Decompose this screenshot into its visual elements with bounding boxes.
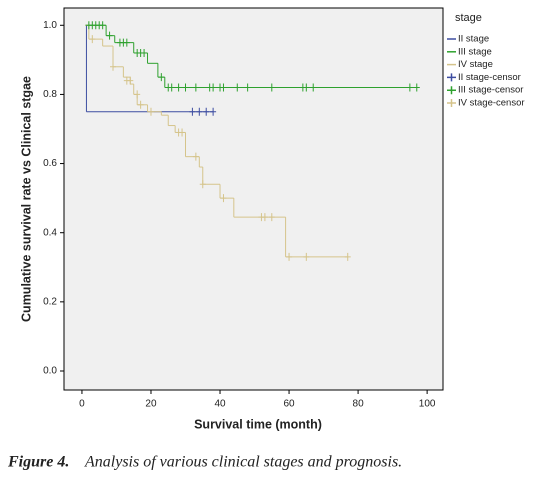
x-tick-label: 100 (419, 399, 436, 410)
y-tick-label: 0.6 (43, 158, 57, 169)
censor-mark (210, 107, 217, 116)
legend-swatch (447, 73, 456, 82)
censor-mark (210, 83, 217, 92)
censor-mark (141, 48, 148, 57)
x-tick-label: 80 (353, 399, 365, 410)
legend-title: stage (455, 12, 482, 24)
censor-mark (268, 83, 275, 92)
y-tick-label: 0.2 (43, 296, 57, 307)
x-tick-label: 40 (214, 399, 226, 410)
censor-mark (199, 180, 206, 189)
y-tick-label: 0.8 (43, 89, 57, 100)
y-tick-label: 0.0 (43, 366, 57, 377)
x-tick-label: 20 (145, 399, 157, 410)
censor-mark (413, 83, 420, 92)
censor-mark (192, 83, 199, 92)
censor-mark (189, 107, 196, 116)
censor-mark (261, 213, 268, 222)
censor-mark (220, 83, 227, 92)
y-axis-label: Cumulative survival rate vs Clinical stg… (19, 76, 33, 322)
legend-swatch (447, 86, 456, 95)
censor-mark (137, 100, 144, 109)
censor-mark (110, 62, 117, 71)
censor-mark (134, 90, 141, 99)
censor-mark (244, 83, 251, 92)
censor-mark (203, 107, 210, 116)
censor-mark (147, 107, 154, 116)
censor-mark (344, 252, 351, 261)
censor-mark (127, 76, 134, 85)
legend-label: III stage (458, 46, 492, 57)
legend-label: IV stage-censor (458, 98, 525, 109)
y-tick-label: 0.4 (43, 227, 57, 238)
x-axis-label: Survival time (month) (194, 417, 322, 431)
censor-mark (89, 35, 96, 44)
x-tick-label: 60 (283, 399, 295, 410)
censor-mark (234, 83, 241, 92)
legend-swatch (447, 99, 456, 107)
caption-label: Figure 4. (7, 454, 69, 471)
censor-mark (220, 194, 227, 203)
censor-mark (310, 83, 317, 92)
censor-mark (123, 38, 130, 47)
legend-label: II stage (458, 34, 489, 45)
legend-label: II stage-censor (458, 72, 521, 83)
censor-mark (303, 83, 310, 92)
censor-mark (179, 128, 186, 137)
censor-mark (168, 83, 175, 92)
censor-mark (406, 83, 413, 92)
legend-label: III stage-censor (458, 85, 523, 96)
censor-mark (175, 83, 182, 92)
x-tick-label: 0 (79, 399, 85, 410)
censor-mark (182, 83, 189, 92)
caption: Analysis of various clinical stages and … (84, 454, 402, 471)
censor-mark (192, 152, 199, 161)
censor-mark (99, 21, 106, 30)
legend-label: IV stage (458, 59, 493, 70)
censor-mark (158, 73, 165, 82)
censor-mark (286, 252, 293, 261)
censor-mark (196, 107, 203, 116)
censor-mark (303, 252, 310, 261)
y-tick-label: 1.0 (43, 20, 57, 31)
plot-area (63, 7, 444, 391)
censor-mark (106, 31, 113, 40)
censor-mark (268, 213, 275, 222)
